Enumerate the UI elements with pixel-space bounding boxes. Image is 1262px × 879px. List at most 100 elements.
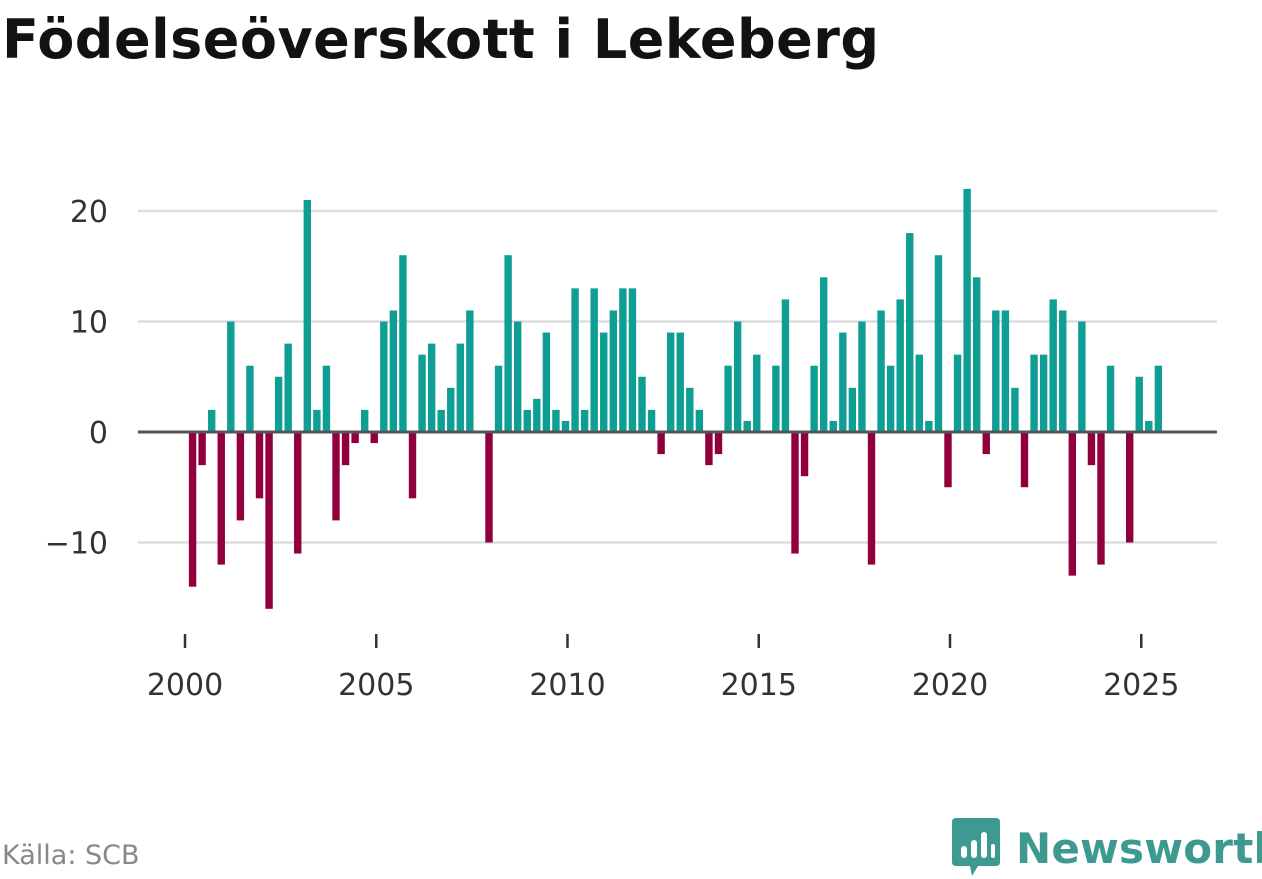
bar	[265, 432, 273, 609]
bar	[839, 332, 847, 432]
bar	[370, 432, 378, 444]
bar	[906, 233, 914, 432]
bar	[380, 321, 388, 432]
bar	[236, 432, 245, 521]
bar	[1078, 321, 1086, 432]
bar	[351, 432, 359, 444]
x-tick-label: 2005	[338, 668, 414, 703]
bar	[695, 409, 704, 432]
bar	[686, 387, 694, 432]
bar	[255, 432, 264, 499]
chart-title: Födelseöverskott i Lekeberg	[2, 8, 880, 71]
bar	[332, 432, 340, 521]
bar	[1097, 432, 1105, 565]
bar	[427, 343, 436, 432]
bar	[590, 288, 598, 432]
bar	[294, 432, 302, 554]
bar	[533, 398, 541, 432]
bar	[389, 310, 398, 432]
x-tick-label: 2000	[147, 668, 223, 703]
bar	[1068, 432, 1077, 576]
bar	[676, 332, 684, 432]
bar	[657, 432, 665, 455]
bar	[858, 321, 866, 432]
bar	[619, 288, 627, 432]
source-label: Källa: SCB	[2, 840, 140, 871]
bar	[628, 288, 637, 432]
bar	[666, 332, 675, 432]
bar	[972, 277, 981, 432]
newsworthy-logo: Newsworthy	[950, 818, 1262, 878]
bar	[1135, 376, 1143, 432]
bar	[1030, 354, 1038, 432]
bar	[542, 332, 551, 432]
bar	[1154, 365, 1163, 432]
bar	[829, 420, 837, 432]
bar	[934, 255, 943, 432]
bar	[877, 310, 885, 432]
bar	[1087, 432, 1096, 466]
bar	[791, 432, 799, 554]
bar	[982, 432, 990, 455]
bar	[198, 432, 206, 466]
bar	[437, 409, 445, 432]
grid-lines	[138, 209, 1217, 544]
bar	[963, 188, 971, 432]
bar	[1106, 365, 1115, 432]
bar	[1125, 432, 1134, 543]
bar	[724, 365, 732, 432]
brand-name: Newsworthy	[1016, 823, 1262, 873]
bar	[753, 354, 761, 432]
bar	[227, 321, 235, 432]
bar	[819, 277, 828, 432]
newsworthy-icon	[952, 818, 1000, 876]
bar	[1011, 387, 1019, 432]
bar	[188, 432, 197, 587]
bar	[925, 420, 933, 432]
bar	[1001, 310, 1010, 432]
x-tick-label: 2010	[529, 668, 605, 703]
bar	[504, 255, 512, 432]
x-tick-label: 2020	[912, 668, 988, 703]
bar	[580, 409, 589, 432]
x-tick-label: 2015	[721, 668, 797, 703]
bar	[772, 365, 780, 432]
bar	[561, 420, 570, 432]
bar	[953, 354, 962, 432]
bar	[733, 321, 742, 432]
bar	[915, 354, 924, 432]
bar	[848, 387, 857, 432]
bar	[418, 354, 426, 432]
bar	[743, 420, 751, 432]
bar	[207, 409, 216, 432]
bar	[313, 409, 321, 432]
bars	[188, 188, 1163, 609]
bar	[810, 365, 818, 432]
bar	[494, 365, 503, 432]
bar	[800, 432, 809, 477]
bar	[408, 432, 417, 499]
bar	[284, 343, 292, 432]
bar	[523, 409, 531, 432]
bar	[896, 299, 904, 432]
bar	[360, 409, 369, 432]
bar	[714, 432, 723, 455]
bar	[638, 376, 646, 432]
bar	[992, 310, 1000, 432]
bar	[399, 255, 407, 432]
bar	[274, 376, 283, 432]
bar	[781, 299, 790, 432]
bar	[886, 365, 895, 432]
bar	[1039, 354, 1048, 432]
y-tick-label: 20	[70, 195, 108, 230]
bar	[456, 343, 465, 432]
bar	[571, 288, 579, 432]
bar	[341, 432, 350, 466]
bar	[867, 432, 876, 565]
bar	[303, 199, 312, 432]
bar	[513, 321, 522, 432]
bar	[609, 310, 618, 432]
bar	[552, 409, 560, 432]
